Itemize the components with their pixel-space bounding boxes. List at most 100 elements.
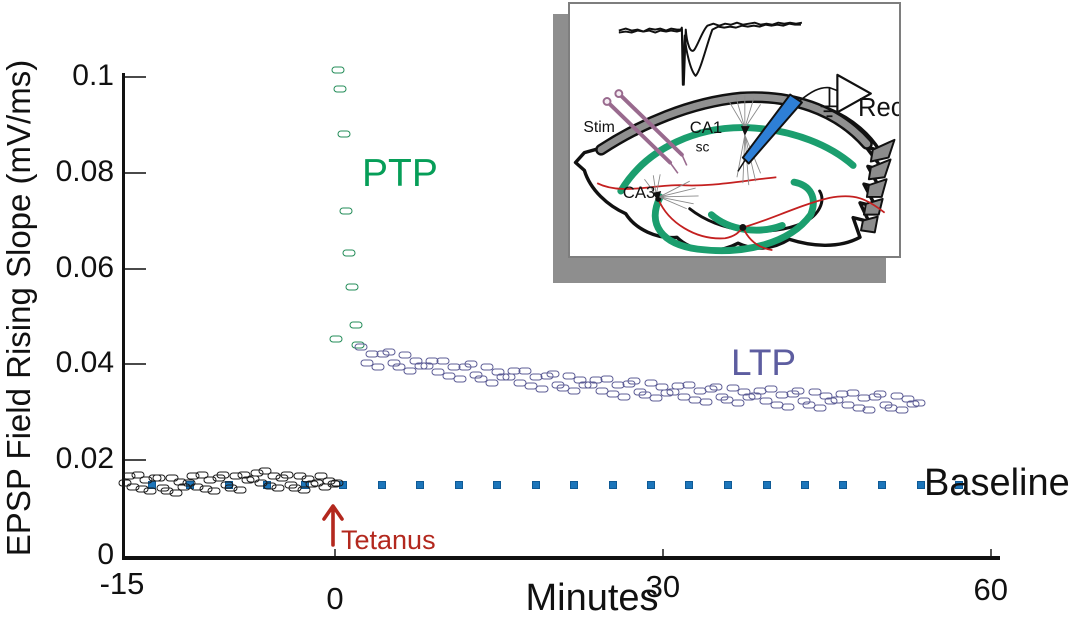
data-point-LTP <box>627 377 641 385</box>
data-point-pre-tetanus-baseline <box>152 474 166 482</box>
ptp-annotation: PTP <box>362 152 438 195</box>
data-point-baseline-reference <box>416 481 425 490</box>
data-point-pre-tetanus-baseline <box>258 467 272 475</box>
x-tick-mark <box>334 549 336 556</box>
data-point-LTP <box>562 372 576 380</box>
synapse-dot <box>739 224 747 231</box>
tetanus-annotation: Tetanus <box>341 525 436 555</box>
x-tick-mark <box>661 549 664 556</box>
data-point-pre-tetanus-baseline <box>160 487 174 495</box>
data-point-pre-tetanus-baseline <box>207 487 221 495</box>
data-point-pre-tetanus-baseline <box>186 472 200 480</box>
inset-diagram: Stim CA1 sc CA3 Rec <box>568 2 901 258</box>
data-point-pre-tetanus-baseline <box>280 471 294 479</box>
data-point-LTP <box>846 389 860 397</box>
data-point-pre-tetanus-baseline <box>297 486 311 494</box>
data-point-pre-tetanus-baseline <box>143 487 157 495</box>
data-point-LTP <box>485 379 499 387</box>
y-tick-label: 0.06 <box>55 250 114 284</box>
x-axis-title: Minutes <box>525 577 659 619</box>
data-point-LTP <box>781 403 794 411</box>
data-point-pre-tetanus-baseline <box>195 471 209 479</box>
data-point-baseline-reference <box>762 481 771 490</box>
ca3-neuron <box>644 174 699 210</box>
rec-label: Rec <box>858 94 899 122</box>
cortex-band <box>595 91 873 156</box>
y-tick-mark <box>125 363 146 366</box>
stim-label: Stim <box>583 119 615 136</box>
data-point-pre-tetanus-baseline <box>263 482 277 490</box>
stim-electrode <box>602 89 688 174</box>
data-point-baseline-reference <box>877 481 886 490</box>
data-point-pre-tetanus-baseline <box>271 484 285 491</box>
data-point-PTP <box>329 335 343 343</box>
data-point-baseline-reference <box>685 481 694 490</box>
data-point-pre-tetanus-baseline <box>229 472 243 480</box>
data-point-LTP <box>403 367 417 375</box>
y-tick-label: 0.02 <box>55 442 114 476</box>
data-point-LTP <box>354 343 368 351</box>
cut-edge-folds <box>860 138 896 234</box>
hippocampus-schematic: Stim CA1 sc CA3 Rec <box>573 21 899 255</box>
data-point-LTP <box>764 385 778 393</box>
data-point-PTP <box>342 249 356 257</box>
ca1-label: CA1 <box>690 118 723 137</box>
data-point-LTP <box>791 387 805 395</box>
data-point-LTP <box>709 383 723 391</box>
data-point-pre-tetanus-baseline <box>203 476 217 484</box>
y-tick-label: 0.08 <box>55 154 114 188</box>
y-tick-mark <box>125 459 146 462</box>
data-point-pre-tetanus-baseline <box>122 472 136 480</box>
tetanus-arrow-icon <box>322 504 344 547</box>
data-point-pre-tetanus-baseline <box>288 484 302 492</box>
data-point-LTP <box>382 348 396 356</box>
data-point-LTP <box>480 363 494 371</box>
data-point-LTP <box>682 381 696 389</box>
y-tick-mark <box>125 171 146 174</box>
data-point-LTP <box>912 399 926 407</box>
y-tick-mark <box>125 267 146 270</box>
data-point-PTP <box>333 85 347 93</box>
rec-electrode <box>737 73 872 172</box>
rec-wire <box>798 86 838 103</box>
data-point-pre-tetanus-baseline <box>254 479 268 487</box>
sc-label: sc <box>696 140 710 155</box>
data-point-LTP <box>813 404 827 411</box>
data-point-LTP <box>830 396 844 404</box>
data-point-pre-tetanus-baseline <box>131 471 145 479</box>
data-point-LTP <box>398 351 412 359</box>
data-point-baseline-reference <box>916 481 925 490</box>
data-point-pre-tetanus-baseline <box>314 472 328 480</box>
data-point-pre-tetanus-baseline <box>330 479 344 487</box>
data-point-pre-tetanus-baseline <box>250 469 264 477</box>
data-point-pre-tetanus-baseline <box>199 485 213 493</box>
data-point-LTP <box>464 360 478 368</box>
data-point-LTP <box>453 375 467 383</box>
data-point-LTP <box>535 385 549 393</box>
data-point-LTP <box>474 375 488 383</box>
data-point-LTP <box>431 368 445 376</box>
x-tick-label: 60 <box>973 572 1009 607</box>
data-point-LTP <box>600 375 614 383</box>
x-tick-mark <box>989 549 992 556</box>
data-point-baseline-reference <box>377 481 386 490</box>
data-point-baseline-reference <box>800 481 809 490</box>
y-axis-line <box>122 73 125 559</box>
data-point-pre-tetanus-baseline <box>169 489 183 497</box>
y-tick-label: 0.04 <box>55 346 114 380</box>
y-tick-label: 0.1 <box>72 59 114 92</box>
data-point-LTP <box>518 367 532 375</box>
x-axis-line <box>122 556 1000 560</box>
data-point-LTP <box>873 390 887 398</box>
data-point-LTP <box>699 398 713 406</box>
ca3-label: CA3 <box>623 183 656 202</box>
data-point-LTP <box>726 384 740 392</box>
data-point-pre-tetanus-baseline <box>233 486 247 494</box>
x-tick-label: 0 <box>326 581 344 616</box>
ground-icon <box>820 87 839 118</box>
data-point-LTP <box>862 406 876 414</box>
data-point-PTP <box>349 321 363 329</box>
data-point-LTP <box>371 363 385 371</box>
data-point-baseline-reference <box>454 481 463 490</box>
data-point-LTP <box>360 359 374 367</box>
